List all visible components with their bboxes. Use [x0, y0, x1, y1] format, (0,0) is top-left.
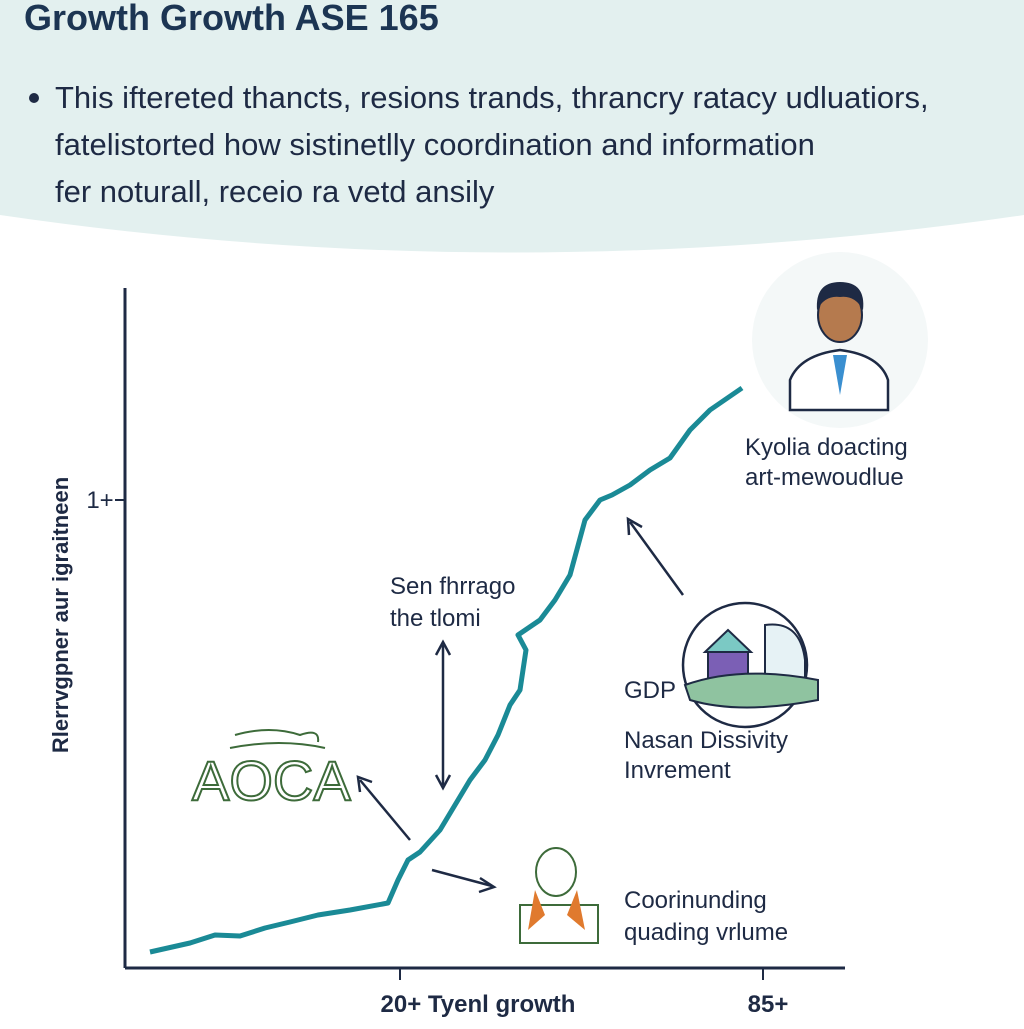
- person-icon: [752, 252, 928, 428]
- logo-text: AOCA: [192, 749, 351, 812]
- title: Growth Growth ASE 165: [24, 0, 439, 38]
- bullet-line: fatelistorted how sistinetlly coordinati…: [55, 127, 815, 162]
- annotation: Nasan Dissivity: [624, 727, 788, 754]
- y-tick-label: 1+: [86, 487, 113, 514]
- annotation: Invrement: [624, 757, 731, 784]
- annotation: Sen fhrrago: [390, 573, 515, 600]
- annotation: art-mewoudlue: [745, 464, 904, 491]
- bullet-line: This iftereted thancts, resions trands, …: [55, 80, 929, 115]
- bullet-line: fer noturall, receio ra vetd ansily: [55, 174, 495, 209]
- annotation: quading vrlume: [624, 919, 788, 946]
- arrows: [356, 516, 685, 894]
- annotation: GDP: [624, 677, 676, 704]
- woman-icon: [519, 847, 599, 944]
- y-axis-label: Rlerrvgpner aur igraitneen: [48, 477, 73, 753]
- logo: AOCA: [191, 729, 352, 813]
- annotation: Kyolia doacting: [745, 434, 908, 461]
- header-band: [0, 0, 1024, 253]
- annotation: the tlomi: [390, 605, 481, 632]
- bullet: [29, 93, 39, 103]
- trend-line: [149, 385, 744, 955]
- building-icon: [681, 601, 819, 729]
- x-label: 85+: [748, 991, 789, 1018]
- x-label: 20+ Tyenl growth: [381, 991, 576, 1018]
- annotation: Coorinunding: [624, 887, 767, 914]
